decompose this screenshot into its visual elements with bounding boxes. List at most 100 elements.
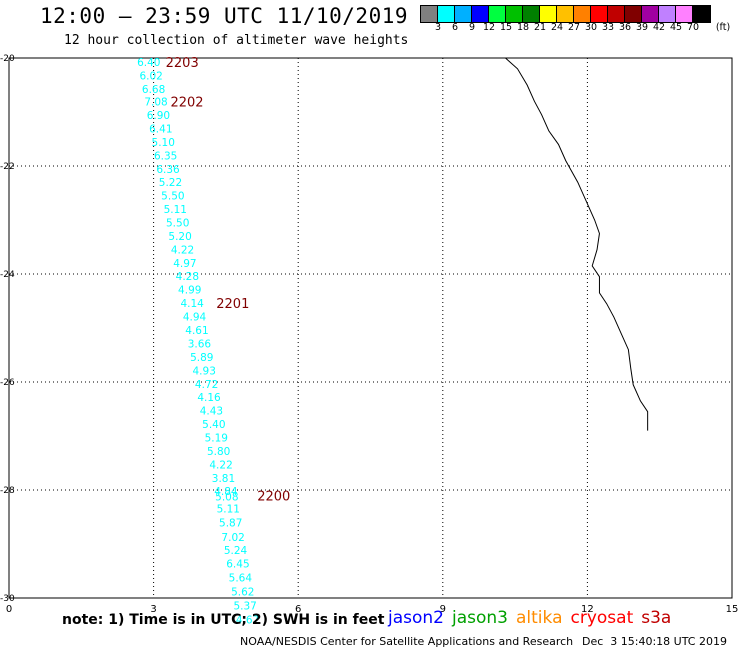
- satellite-jason2: jason2: [388, 608, 444, 628]
- y-tick-label: -24: [0, 270, 15, 280]
- wave-height-point: 6.41: [149, 124, 172, 136]
- y-tick-label: -20: [0, 54, 15, 64]
- wave-height-point: 4.22: [171, 245, 194, 257]
- page-subtitle: 12 hour collection of altimeter wave hei…: [64, 33, 409, 48]
- y-tick-label: -22: [0, 162, 15, 172]
- time-label: 2203: [166, 56, 199, 71]
- colorbar-label: 24: [550, 22, 564, 33]
- colorbar-label: 30: [584, 22, 598, 33]
- y-tick-label: -26: [0, 378, 15, 388]
- wave-height-point: 4.93: [193, 366, 216, 378]
- wave-height-point: 5.89: [190, 352, 213, 364]
- wave-height-point: 5.11: [164, 204, 187, 216]
- colorbar-label: 12: [482, 22, 496, 33]
- plot-frame: [8, 57, 733, 599]
- wave-height-point: 4.28: [176, 271, 199, 283]
- y-tick-label: -28: [0, 486, 15, 496]
- wave-height-point: 5.20: [168, 231, 191, 243]
- colorbar-label: 3: [434, 22, 442, 33]
- x-tick-label: 12: [581, 604, 594, 615]
- colorbar-label: 18: [516, 22, 530, 33]
- wave-height-point: 5.62: [231, 587, 254, 599]
- wave-height-point: 6.40: [137, 57, 160, 69]
- satellite-cryosat: cryosat: [570, 608, 634, 628]
- wave-height-point: 4.67: [236, 615, 259, 627]
- wave-height-point: 5.87: [219, 517, 242, 529]
- colorbar-label: 33: [601, 22, 615, 33]
- satellite-legend: jason2 jason3 altika cryosat s3a: [388, 608, 679, 628]
- wave-height-point: 4.94: [183, 312, 207, 324]
- colorbar-swatch: [659, 6, 676, 22]
- wave-height-point: 4.22: [209, 460, 232, 472]
- wave-height-point: 3.66: [188, 339, 212, 351]
- colorbar-label: 39: [635, 22, 649, 33]
- colorbar-swatch: [591, 6, 608, 22]
- colorbar-swatch: [608, 6, 625, 22]
- x-tick-label: 9: [440, 604, 446, 615]
- colorbar: [420, 5, 711, 23]
- colorbar-swatch: [472, 6, 489, 22]
- credit-line: NOAA/NESDIS Center for Satellite Applica…: [240, 635, 574, 648]
- colorbar-label: 9: [468, 22, 476, 33]
- wave-height-point: 5.24: [224, 545, 248, 557]
- wave-height-point: 5.10: [152, 137, 175, 149]
- colorbar-swatch: [489, 6, 506, 22]
- colorbar-label: 70: [686, 22, 700, 33]
- time-label: 2201: [216, 297, 249, 312]
- x-tick-label: 0: [6, 604, 12, 615]
- colorbar-swatch: [642, 6, 659, 22]
- wave-height-point: 6.45: [226, 558, 249, 570]
- wave-height-point: 6.90: [147, 110, 170, 122]
- wave-height-point: 7.02: [221, 532, 244, 544]
- y-tick-label: -30: [0, 594, 15, 604]
- wave-height-point: 5.19: [205, 433, 228, 445]
- colorbar-label: 27: [567, 22, 581, 33]
- colorbar-label: 36: [618, 22, 632, 33]
- colorbar-swatch: [574, 6, 591, 22]
- colorbar-swatch: [557, 6, 574, 22]
- wave-height-point: 4.97: [173, 258, 196, 270]
- wave-height-point: 5.64: [229, 572, 253, 584]
- x-tick-label: 15: [726, 604, 739, 615]
- wave-height-point: 4.72: [195, 379, 218, 391]
- footnote: note: 1) Time is in UTC; 2) SWH is in fe…: [62, 612, 385, 628]
- wave-height-point: 4.61: [185, 325, 208, 337]
- colorbar-unit: (ft): [715, 22, 731, 33]
- colorbar-label: 42: [652, 22, 666, 33]
- x-tick-label: 6: [295, 604, 301, 615]
- colorbar-swatch: [540, 6, 557, 22]
- wave-height-point: 5.08: [215, 491, 238, 503]
- colorbar-swatch: [676, 6, 693, 22]
- wave-height-point: 5.40: [202, 419, 225, 431]
- wave-height-point: 3.81: [212, 473, 235, 485]
- colorbar-label: 45: [669, 22, 683, 33]
- colorbar-label: 15: [499, 22, 513, 33]
- satellite-jason3: jason3: [452, 608, 508, 628]
- wave-height-point: 4.84: [214, 486, 238, 498]
- wave-height-point: 5.50: [161, 191, 184, 203]
- satellite-altika: altika: [516, 608, 563, 628]
- wave-height-point: 6.68: [142, 84, 165, 96]
- wave-height-point: 4.16: [197, 392, 221, 404]
- wave-height-point: 7.08: [144, 97, 167, 109]
- wave-height-point: 5.50: [166, 218, 189, 230]
- wave-height-point: 6.35: [154, 151, 177, 163]
- page-title: 12:00 — 23:59 UTC 11/10/2019: [40, 4, 409, 28]
- colorbar-swatch: [455, 6, 472, 22]
- wave-height-point: 6.02: [139, 70, 162, 82]
- wave-height-point: 4.14: [180, 298, 204, 310]
- time-label: 2200: [257, 489, 290, 504]
- colorbar-label: 21: [533, 22, 547, 33]
- colorbar-swatch: [523, 6, 540, 22]
- wave-height-point: 5.22: [159, 177, 182, 189]
- colorbar-label: 6: [451, 22, 459, 33]
- satellite-s3a: s3a: [641, 608, 672, 628]
- coastline: [505, 57, 649, 431]
- wave-height-point: 5.11: [217, 503, 240, 515]
- wave-height-point: 6.36: [156, 164, 180, 176]
- wave-height-point: 4.43: [200, 406, 223, 418]
- colorbar-swatch: [625, 6, 642, 22]
- colorbar-swatch: [421, 6, 438, 22]
- timestamp: Dec 3 15:40:18 UTC 2019: [582, 635, 727, 648]
